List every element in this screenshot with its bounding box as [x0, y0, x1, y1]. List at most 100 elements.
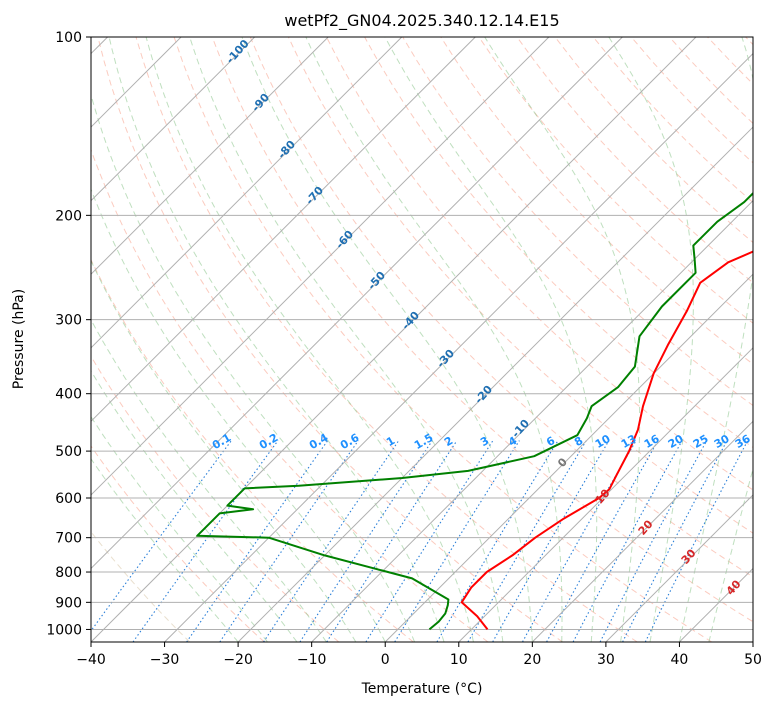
isotherm-line	[458, 347, 753, 642]
mixing-ratio-label: 8	[572, 434, 585, 449]
plot-frame	[90, 36, 754, 643]
dry-adiabat-label: -70	[303, 184, 326, 208]
dry-adiabat-line	[440, 37, 753, 365]
y-tick-label: 500	[55, 444, 82, 460]
dry-adiabat-label: -40	[399, 309, 422, 333]
dry-adiabat-line	[91, 148, 489, 642]
moist-adiabat-line	[91, 318, 327, 642]
mixing-ratio-label: 3	[478, 434, 491, 449]
dry-adiabat-line	[554, 37, 753, 244]
isotherm-line	[91, 37, 476, 423]
isotherm-line	[531, 420, 753, 642]
mixing-ratio-line	[436, 440, 559, 642]
mixing-ratio-line	[263, 440, 400, 642]
dry-adiabat-line	[745, 37, 753, 46]
dry-adiabat-label: -100	[224, 37, 252, 66]
moist-adiabat-line	[91, 369, 298, 642]
dry-adiabat-line	[249, 37, 753, 578]
x-axis-ticks: −40 −30 −20 −10 0 10 20 30 40 50	[76, 642, 762, 668]
x-tick-label: −20	[223, 652, 253, 668]
mixing-ratio-label: 0.4	[307, 431, 331, 452]
moist-adiabat-line	[189, 37, 504, 642]
moist-adiabat-line	[91, 457, 239, 642]
dry-adiabat-line	[326, 37, 753, 491]
dry-adiabat-line	[478, 37, 753, 324]
dry-adiabat-line	[97, 37, 563, 642]
x-tick-label: 10	[450, 652, 468, 668]
moist-adiabat-line	[384, 37, 598, 642]
x-tick-label: 0	[381, 652, 390, 668]
skewed-isotherms	[91, 37, 753, 642]
moist-adiabats	[91, 37, 753, 642]
isotherm-line	[91, 37, 550, 496]
x-tick-label: 30	[597, 652, 615, 668]
moist-adiabat-line	[108, 37, 445, 642]
moist-adiabat-label: 30	[679, 546, 699, 566]
mixing-ratio-line	[132, 440, 279, 642]
chart-title: wetPf2_GN04.2025.340.12.14.E15	[284, 11, 559, 31]
dry-adiabat-line	[91, 355, 340, 642]
isotherm-line	[164, 52, 753, 642]
y-tick-label: 1000	[46, 622, 82, 638]
dry-adiabat-line	[211, 37, 753, 623]
dry-adiabat-line	[91, 531, 191, 642]
profile-lines	[196, 191, 753, 631]
y-tick-label: 600	[55, 491, 82, 507]
plot-area: -100-90-80-70-60-50-40-30-20-10010203040…	[91, 37, 753, 642]
x-tick-label: 20	[523, 652, 541, 668]
dry-adiabat-line	[516, 37, 753, 284]
x-tick-label: 40	[671, 652, 689, 668]
isotherm-line	[91, 37, 329, 275]
y-tick-label: 200	[55, 208, 82, 224]
dry-adiabat-label: -90	[249, 91, 272, 115]
isotherm-line	[752, 641, 753, 642]
y-tick-label: 300	[55, 313, 82, 329]
mixing-ratio-line	[326, 440, 458, 642]
dry-adiabat-label: -30	[434, 347, 457, 371]
isotherm-line	[237, 126, 753, 642]
mixing-ratio-line	[365, 440, 494, 642]
mixing-ratio-line	[644, 440, 749, 642]
dry-adiabat-line	[707, 37, 753, 85]
moist-adiabat-line	[91, 188, 386, 642]
dry-adiabat-label: -60	[333, 228, 356, 252]
y-tick-label: 700	[55, 531, 82, 547]
mixing-ratio-line	[492, 440, 610, 642]
mixing-ratio-line	[546, 440, 659, 642]
moist-adiabat-line	[678, 37, 753, 642]
mixing-ratio-label: 36	[733, 432, 753, 451]
mixing-ratio-label: 16	[642, 432, 662, 451]
y-tick-label: 900	[55, 595, 82, 611]
mixing-ratio-line	[467, 440, 587, 642]
mixing-ratio-label: 10	[593, 432, 613, 451]
mixing-ratio-label: 1.5	[412, 431, 435, 452]
mixing-ratio-label: 1	[384, 434, 397, 449]
mixing-ratio-lines	[91, 440, 749, 642]
isotherm-line	[605, 494, 753, 642]
mixing-ratio-label: 30	[712, 432, 732, 451]
isotherm-line	[384, 273, 753, 642]
moist-adiabat-line	[484, 37, 641, 642]
moist-adiabat-line	[91, 259, 357, 642]
moist-adiabat-label: 0	[555, 455, 570, 470]
dry-adiabat-line	[91, 258, 414, 642]
moist-adiabat-line	[241, 37, 533, 642]
dry-adiabat-line	[91, 445, 265, 642]
moist-adiabat-line	[91, 415, 268, 642]
isotherm-line	[311, 199, 753, 642]
moist-adiabat-line	[708, 467, 753, 642]
x-tick-label: −40	[76, 652, 106, 668]
mixing-ratio-label: 20	[666, 432, 686, 451]
dry-adiabat-line	[173, 37, 713, 642]
y-tick-label: 800	[55, 565, 82, 581]
isotherm-line	[91, 37, 256, 202]
y-axis-ticks: 100 200 300 400 500 600 700 800 900 1000	[46, 30, 91, 638]
moist-adiabat-line	[305, 37, 563, 642]
x-tick-label: −30	[150, 652, 180, 668]
mixing-ratio-line	[91, 440, 232, 632]
y-tick-label: 100	[55, 30, 82, 46]
mixing-ratio-label: 0.1	[210, 431, 233, 452]
isotherm-line	[91, 37, 403, 349]
dewpoint-profile-line	[196, 191, 753, 631]
